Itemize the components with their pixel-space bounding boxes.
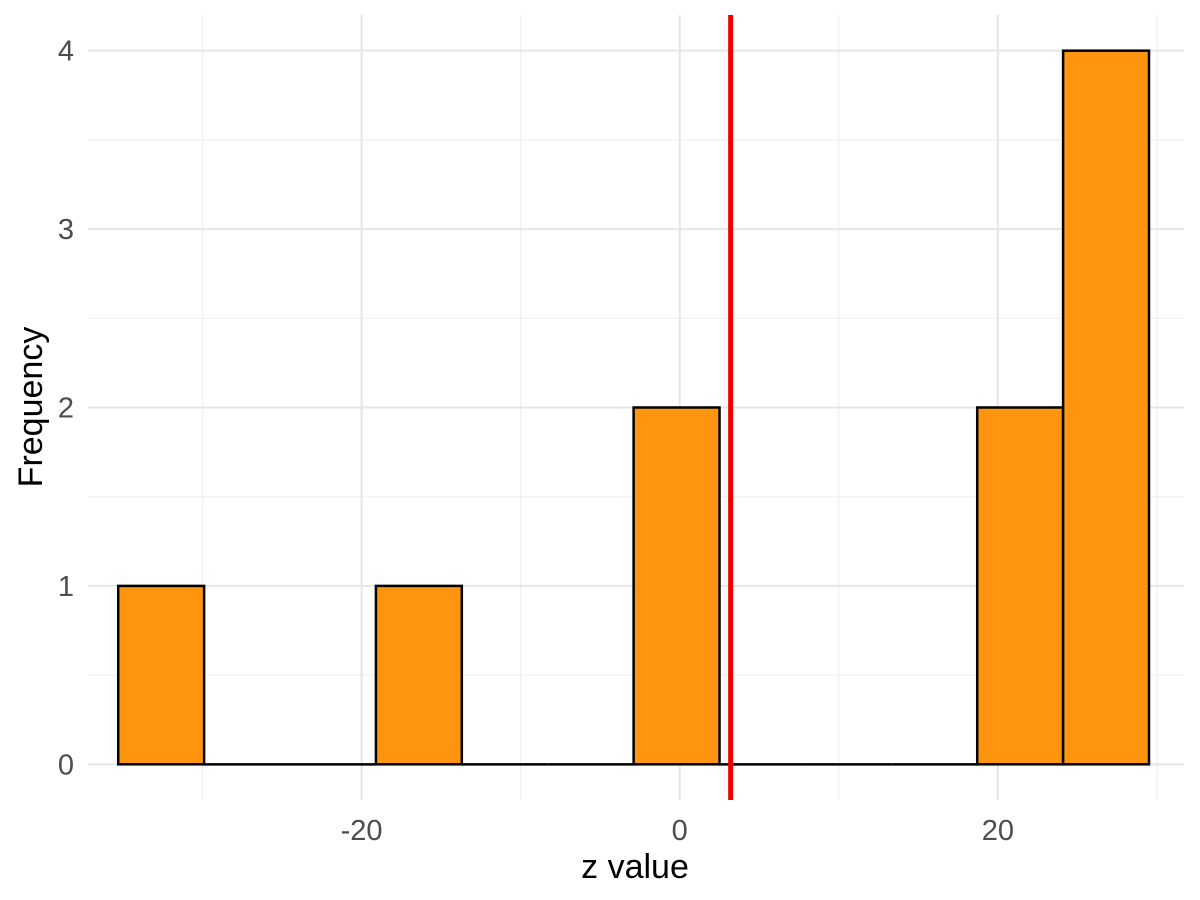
histogram-bars (116, 49, 1151, 766)
y-tick-label: 0 (58, 749, 74, 781)
y-tick-label: 1 (58, 571, 74, 603)
histogram-bar (1061, 49, 1151, 766)
histogram-bar (975, 406, 1065, 766)
y-tick-label: 4 (58, 36, 74, 68)
x-tick-label: 20 (982, 815, 1014, 847)
tick-labels: -20 0 20 0 1 2 3 4 (58, 36, 1014, 847)
x-axis-title: z value (581, 848, 689, 886)
y-tick-label: 3 (58, 214, 74, 246)
y-axis-title: Frequency (12, 327, 50, 488)
histogram-bar (116, 584, 206, 766)
histogram-bar (632, 406, 721, 766)
y-tick-label: 2 (58, 393, 74, 425)
x-tick-label: -20 (341, 815, 383, 847)
histogram-bar (374, 584, 464, 766)
x-tick-label: 0 (672, 815, 688, 847)
